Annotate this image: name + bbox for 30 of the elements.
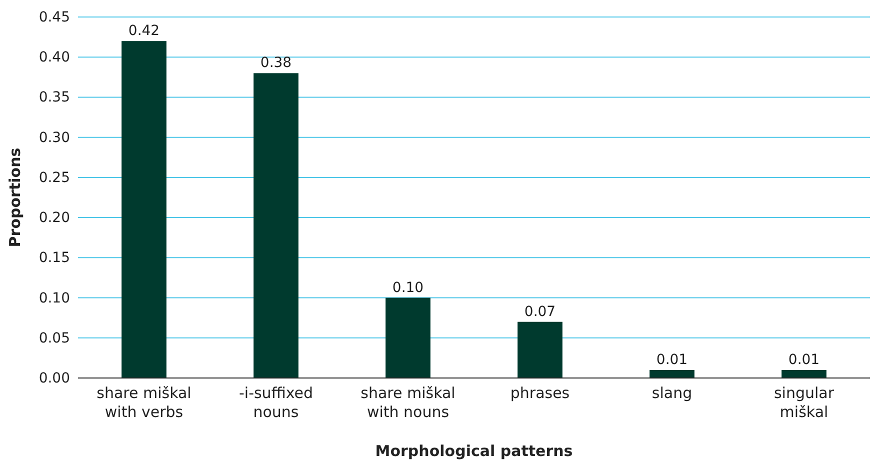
y-tick-label: 0.00: [38, 370, 70, 386]
data-label: 0.07: [524, 304, 556, 320]
bar: [518, 322, 562, 378]
x-tick-label: slang: [652, 384, 692, 402]
x-tick-label: -i-suffixed nouns: [239, 384, 313, 421]
y-tick-label: 0.15: [38, 250, 70, 266]
y-axis-title: Proportions: [6, 148, 24, 248]
bar: [254, 73, 298, 378]
x-tick-label: share miškal with verbs: [96, 384, 192, 421]
y-tick-label: 0.25: [38, 170, 70, 186]
y-tick-label: 0.30: [38, 130, 70, 146]
y-tick-label: 0.40: [38, 50, 70, 66]
x-tick-label: singular miškal: [774, 384, 835, 421]
data-label: 0.10: [392, 280, 424, 296]
y-tick-label: 0.05: [38, 330, 70, 346]
y-tick-label: 0.10: [38, 290, 70, 306]
data-label: 0.01: [656, 352, 688, 368]
x-tick-label: share miškal with nouns: [360, 384, 456, 421]
y-tick-label: 0.45: [38, 9, 70, 26]
y-tick-label: 0.20: [38, 210, 70, 226]
x-axis-title: Morphological patterns: [375, 442, 573, 460]
data-label: 0.01: [788, 352, 820, 368]
bar: [650, 370, 694, 378]
data-label: 0.38: [260, 55, 292, 72]
bar: [386, 298, 430, 378]
x-tick-label: phrases: [510, 384, 570, 402]
y-tick-label: 0.35: [38, 90, 70, 106]
bar: [782, 370, 826, 378]
data-label: 0.42: [128, 23, 160, 40]
bar: [122, 41, 166, 378]
